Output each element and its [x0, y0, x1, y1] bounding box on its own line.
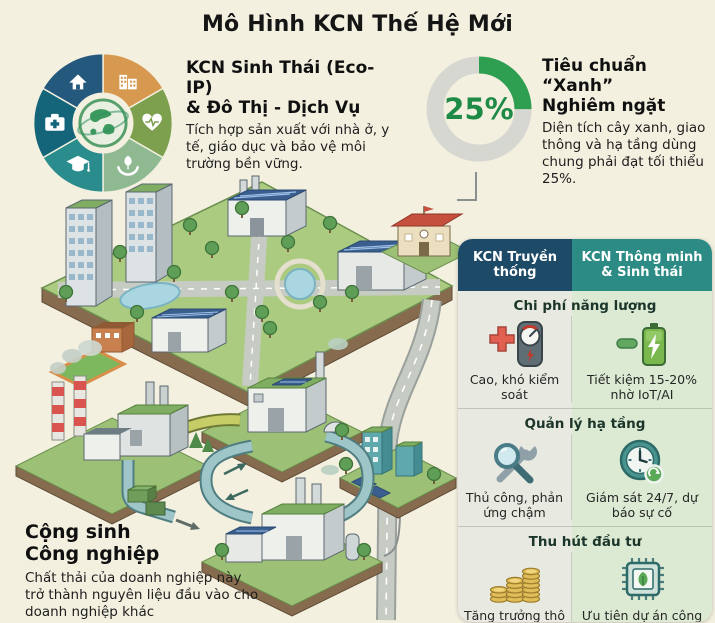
orange-building	[91, 321, 135, 353]
cell-text: Tăng trưởng thô	[463, 608, 566, 622]
table-row-investment: Thu hút đầu tư Tăng trưởng thô	[458, 526, 712, 622]
eco-ip-text-block: KCN Sinh Thái (Eco-IP) & Đô Thị - Dịch V…	[186, 58, 400, 173]
eco-ip-icon-wheel	[26, 46, 180, 200]
campus-warehouse	[151, 308, 227, 353]
green-standard-heading: Tiêu chuẩn “Xanh” Nghiêm ngặt	[542, 56, 666, 117]
medical-kit-icon	[45, 113, 65, 131]
page-title: Mô Hình KCN Thế Hệ Mới	[201, 12, 514, 37]
green-roof-factory	[247, 338, 350, 441]
symbiosis-body: Chất thải của doanh nghiệp này trở thành…	[25, 569, 259, 620]
symbiosis-heading: Cộng sinh Công nghiệp	[25, 521, 160, 566]
green-standard-donut-chart: 25%	[416, 46, 542, 172]
eco-ip-heading: KCN Sinh Thái (Eco-IP) & Đô Thị - Dịch V…	[186, 58, 375, 119]
green-standard-body: Diện tích cây xanh, giao thông và hạ tần…	[542, 120, 706, 187]
battery-minus-icon	[613, 318, 671, 370]
solar-processing-factory	[214, 465, 372, 563]
coin-stacks-icon	[486, 554, 544, 606]
cell-text: Giám sát 24/7, dự báo sự cố	[586, 490, 698, 520]
cell-text: Thủ công, phản ứng chậm	[465, 490, 564, 520]
magnifier-wrench-icon	[486, 436, 544, 488]
chip-leaf-icon	[613, 554, 671, 606]
table-row-energy-cost: Chi phí năng lượng Cao, khó kiểm soát	[458, 291, 712, 408]
globe-icon	[77, 98, 129, 148]
green-standard-text-block: Tiêu chuẩn “Xanh” Nghiêm ngặt Diện tích …	[542, 56, 712, 188]
cell-text: Cao, khó kiểm soát	[469, 372, 560, 402]
comparison-table: KCN Truyền thống KCN Thông minh & Sinh t…	[458, 239, 712, 622]
row-title: Quản lý hạ tầng	[524, 416, 646, 432]
symbiosis-text-block: Cộng sinh Công nghiệp Chất thải của doan…	[25, 521, 263, 620]
donut-center-label: 25%	[444, 92, 514, 126]
monitoring-clock-icon	[613, 436, 671, 488]
column-header-smart: KCN Thông minh & Sinh thái	[572, 239, 712, 291]
connector-line	[383, 509, 401, 557]
connector-line	[457, 172, 477, 201]
donut-25-percent-arc	[426, 56, 532, 162]
cell-text: Ưu tiên dự án công nghệ cao, ESG	[581, 608, 703, 622]
heart-pulse-icon	[142, 113, 162, 131]
row-title: Chi phí năng lượng	[513, 298, 657, 314]
table-row-infrastructure: Quản lý hạ tầng Thủ công, phản ứng chậm	[458, 408, 712, 526]
city-campus	[40, 175, 474, 407]
house-icon	[69, 74, 87, 90]
power-plant	[50, 340, 214, 503]
row-title: Thu hút đầu tư	[528, 534, 642, 550]
factory-cluster	[14, 338, 384, 617]
cell-text: Tiết kiệm 15-20% nhờ IoT/AI	[586, 372, 698, 402]
column-header-traditional: KCN Truyền thống	[458, 239, 572, 291]
hands-leaf-icon	[117, 155, 139, 176]
school-building	[380, 206, 472, 275]
comparison-table-header: KCN Truyền thống KCN Thông minh & Sinh t…	[458, 239, 712, 291]
eco-ip-body: Tích hợp sản xuất với nhà ở, y tế, giáo …	[186, 122, 390, 172]
meter-plus-icon	[486, 318, 544, 370]
buildings-icon	[119, 74, 137, 90]
graduation-cap-icon	[66, 155, 90, 172]
